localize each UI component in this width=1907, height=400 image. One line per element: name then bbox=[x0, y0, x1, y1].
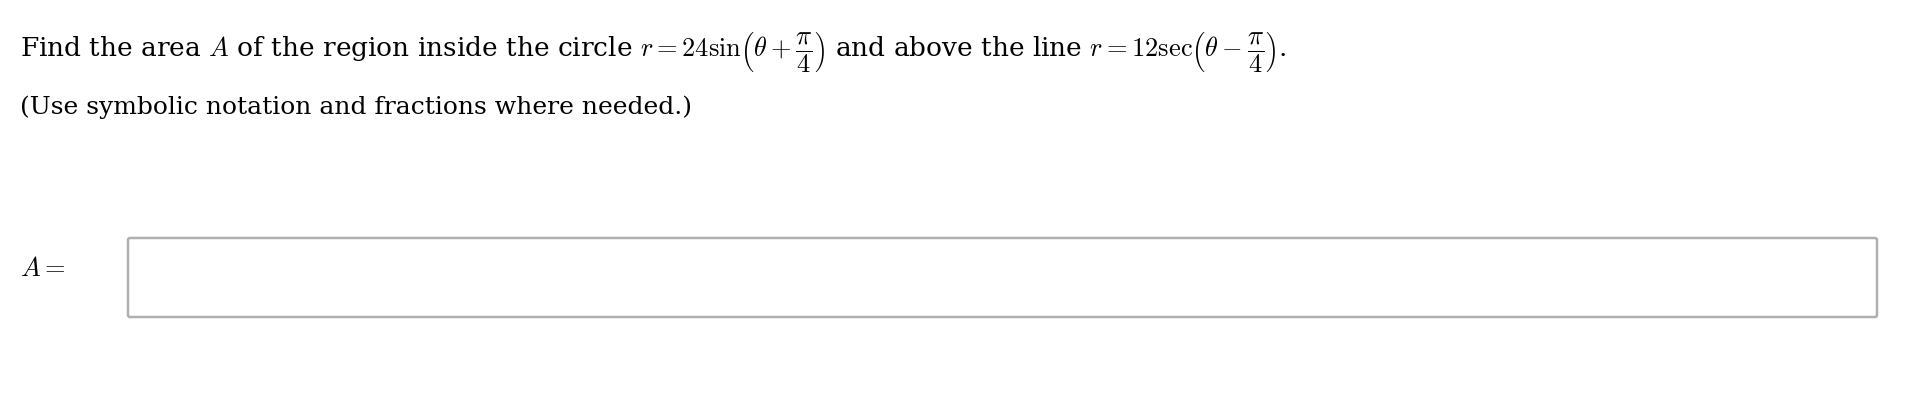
Text: $A =$: $A =$ bbox=[19, 256, 65, 280]
Text: Find the area $A$ of the region inside the circle $r = 24\sin\!\left(\theta + \d: Find the area $A$ of the region inside t… bbox=[19, 30, 1285, 74]
Text: (Use symbolic notation and fractions where needed.): (Use symbolic notation and fractions whe… bbox=[19, 95, 692, 118]
FancyBboxPatch shape bbox=[128, 238, 1876, 317]
